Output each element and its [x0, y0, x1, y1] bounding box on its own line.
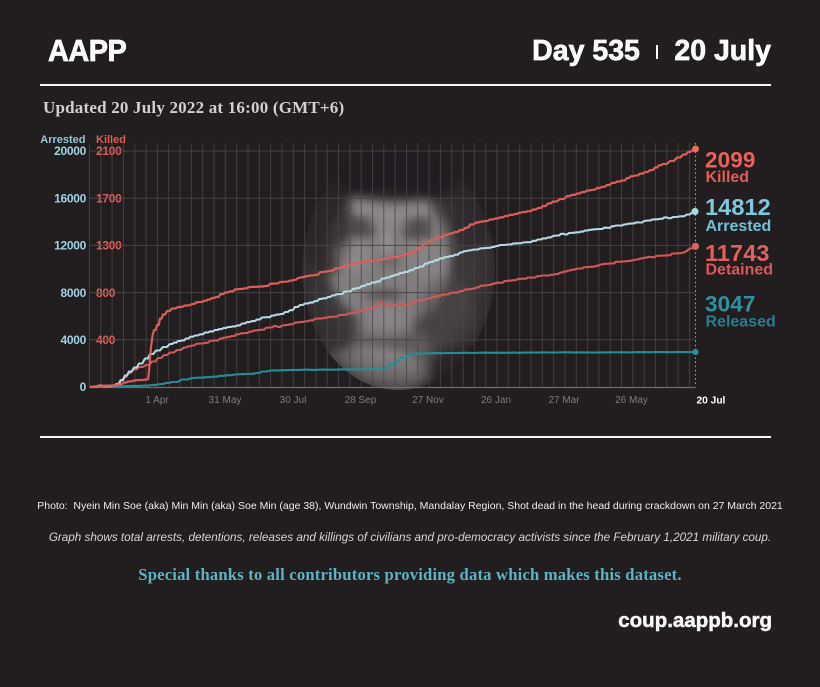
svg-text:Released: Released: [706, 314, 776, 331]
svg-text:26 Jan: 26 Jan: [481, 395, 511, 406]
svg-text:16000: 16000: [54, 191, 86, 205]
svg-text:3047: 3047: [705, 291, 755, 316]
svg-text:28 Sep: 28 Sep: [345, 395, 377, 406]
svg-text:31 May: 31 May: [209, 395, 242, 406]
svg-text:14812: 14812: [705, 194, 771, 220]
svg-text:26 May: 26 May: [615, 395, 648, 406]
svg-text:20 Jul: 20 Jul: [697, 396, 726, 407]
svg-text:12000: 12000: [54, 239, 86, 253]
svg-text:27 Nov: 27 Nov: [412, 395, 444, 406]
svg-text:0: 0: [80, 380, 87, 394]
svg-text:4000: 4000: [61, 333, 87, 347]
svg-text:20000: 20000: [54, 144, 86, 158]
svg-text:30 Jul: 30 Jul: [280, 395, 307, 406]
svg-text:27 Mar: 27 Mar: [548, 395, 580, 406]
svg-text:Killed: Killed: [706, 169, 750, 186]
svg-text:Arrested: Arrested: [40, 134, 85, 146]
svg-text:1 Apr: 1 Apr: [145, 395, 169, 406]
svg-text:8000: 8000: [61, 286, 87, 300]
svg-text:Killed: Killed: [96, 134, 126, 146]
svg-text:Arrested: Arrested: [706, 218, 772, 235]
svg-text:11743: 11743: [705, 240, 770, 266]
svg-text:Detained: Detained: [706, 262, 774, 279]
svg-text:2099: 2099: [705, 148, 755, 173]
